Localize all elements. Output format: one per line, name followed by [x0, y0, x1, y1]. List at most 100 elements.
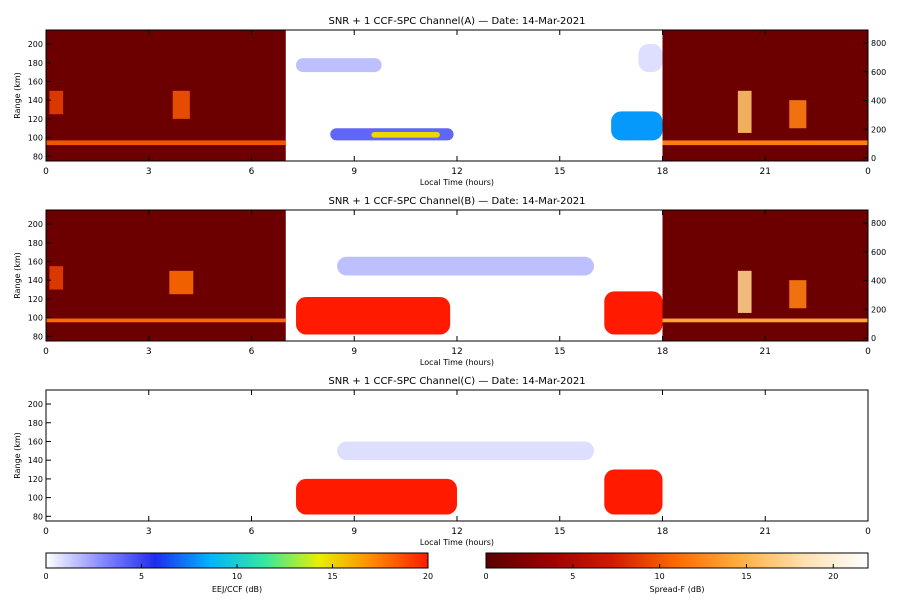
feature-night-layer: [46, 140, 286, 146]
x-tick-label: 18: [657, 527, 669, 537]
right-tick-label: 200: [871, 125, 886, 134]
feature-spread-f-plume: [789, 100, 807, 129]
x-tick-label: 3: [146, 527, 152, 537]
y-tick-label: 80: [33, 152, 43, 161]
feature-spread-f-plume: [789, 280, 807, 309]
x-tick-label: 0: [865, 167, 871, 177]
feature-spread-f-plume: [49, 90, 64, 115]
colorbar-tick-label: 0: [43, 572, 48, 581]
y-tick-label: 100: [28, 134, 43, 143]
x-tick-label: 0: [43, 527, 49, 537]
colorbar-label: EEJ/CCF (dB): [212, 585, 262, 594]
feature-weak-echo: [638, 44, 663, 73]
x-tick-label: 18: [657, 167, 669, 177]
right-tick-label: 400: [871, 97, 886, 106]
feature-weak-echo: [337, 256, 594, 276]
x-tick-label: 6: [249, 167, 255, 177]
x-tick-label: 9: [351, 167, 357, 177]
x-tick-label: 12: [451, 167, 462, 177]
colorbar-tick-label: 5: [570, 572, 575, 581]
right-tick-label: 0: [871, 334, 876, 343]
y-tick-label: 80: [33, 332, 43, 341]
feature-eej-echo: [296, 478, 457, 515]
y-tick-label: 160: [28, 437, 43, 446]
x-tick-label: 21: [760, 527, 771, 537]
y-tick-label: 100: [28, 494, 43, 503]
y-tick-label: 140: [28, 456, 43, 465]
x-tick-label: 0: [865, 527, 871, 537]
feature-eej-echo: [296, 297, 451, 335]
feature-eej-echo: [604, 291, 663, 335]
right-tick-label: 200: [871, 305, 886, 314]
plot-area: [46, 390, 868, 521]
right-tick-label: 600: [871, 248, 886, 257]
x-tick-label: 6: [249, 527, 255, 537]
x-tick-label: 12: [451, 347, 462, 357]
colorbar-tick-label: 10: [655, 572, 665, 581]
y-axis-label: Range (km): [13, 432, 22, 479]
y-tick-label: 200: [28, 400, 43, 409]
y-tick-label: 120: [28, 115, 43, 124]
colorbar-label: Spread-F (dB): [649, 585, 704, 594]
x-tick-label: 15: [554, 347, 565, 357]
feature-spread-f-plume: [737, 90, 752, 133]
panel-title: SNR + 1 CCF-SPC Channel(A) — Date: 14-Ma…: [328, 16, 585, 27]
y-tick-label: 200: [28, 220, 43, 229]
feature-spread-f-plume: [169, 270, 194, 295]
feature-weak-echo: [337, 441, 594, 461]
feature-eej-echo: [604, 469, 663, 515]
feature-weak-echo: [296, 58, 382, 73]
x-tick-label: 9: [351, 347, 357, 357]
feature-night-layer: [662, 318, 868, 323]
y-tick-label: 120: [28, 295, 43, 304]
colorbar-tick-label: 15: [327, 572, 337, 581]
feature-eej-echo: [371, 131, 440, 138]
plot-area: [46, 30, 868, 161]
y-tick-label: 80: [33, 512, 43, 521]
x-tick-label: 3: [146, 347, 152, 357]
right-tick-label: 800: [871, 39, 886, 48]
colorbar-fill: [485, 552, 869, 569]
feature-spread-f-plume: [737, 270, 752, 313]
y-tick-label: 180: [28, 419, 43, 428]
y-tick-label: 160: [28, 77, 43, 86]
x-axis-label: Local Time (hours): [420, 358, 494, 367]
y-axis-label: Range (km): [13, 252, 22, 299]
colorbar-0: 0 5 10 15 20 EEJ/CCF (dB): [43, 552, 433, 594]
panel-title: SNR + 1 CCF-SPC Channel(B) — Date: 14-Ma…: [328, 196, 585, 207]
colorbar-tick-label: 20: [423, 572, 433, 581]
colorbar-tick-label: 0: [483, 572, 488, 581]
feature-night-layer: [46, 318, 286, 323]
feature-night-background: [46, 30, 286, 161]
panel-0: SNR + 1 CCF-SPC Channel(A) — Date: 14-Ma…: [13, 16, 886, 187]
feature-spread-f-plume: [49, 266, 64, 290]
colorbar-1: 0 5 10 15 20 Spread-F (dB): [483, 552, 869, 594]
y-tick-label: 100: [28, 314, 43, 323]
right-tick-label: 800: [871, 219, 886, 228]
y-tick-label: 140: [28, 276, 43, 285]
panel-2: SNR + 1 CCF-SPC Channel(C) — Date: 14-Ma…: [13, 376, 871, 547]
right-tick-label: 600: [871, 68, 886, 77]
x-tick-label: 18: [657, 347, 669, 357]
x-tick-label: 0: [43, 167, 49, 177]
y-tick-label: 180: [28, 59, 43, 68]
colorbar-tick-label: 5: [139, 572, 144, 581]
y-tick-label: 160: [28, 257, 43, 266]
x-tick-label: 21: [760, 347, 771, 357]
x-tick-label: 0: [865, 347, 871, 357]
feature-night-background: [662, 30, 868, 161]
y-axis-label: Range (km): [13, 72, 22, 119]
y-tick-label: 180: [28, 239, 43, 248]
x-tick-label: 6: [249, 347, 255, 357]
x-tick-label: 21: [760, 167, 771, 177]
right-tick-label: 0: [871, 154, 876, 163]
x-tick-label: 0: [43, 347, 49, 357]
panel-title: SNR + 1 CCF-SPC Channel(C) — Date: 14-Ma…: [328, 376, 585, 387]
x-tick-label: 9: [351, 527, 357, 537]
y-tick-label: 120: [28, 475, 43, 484]
x-tick-label: 12: [451, 527, 462, 537]
right-tick-label: 400: [871, 277, 886, 286]
feature-night-layer: [662, 140, 868, 146]
